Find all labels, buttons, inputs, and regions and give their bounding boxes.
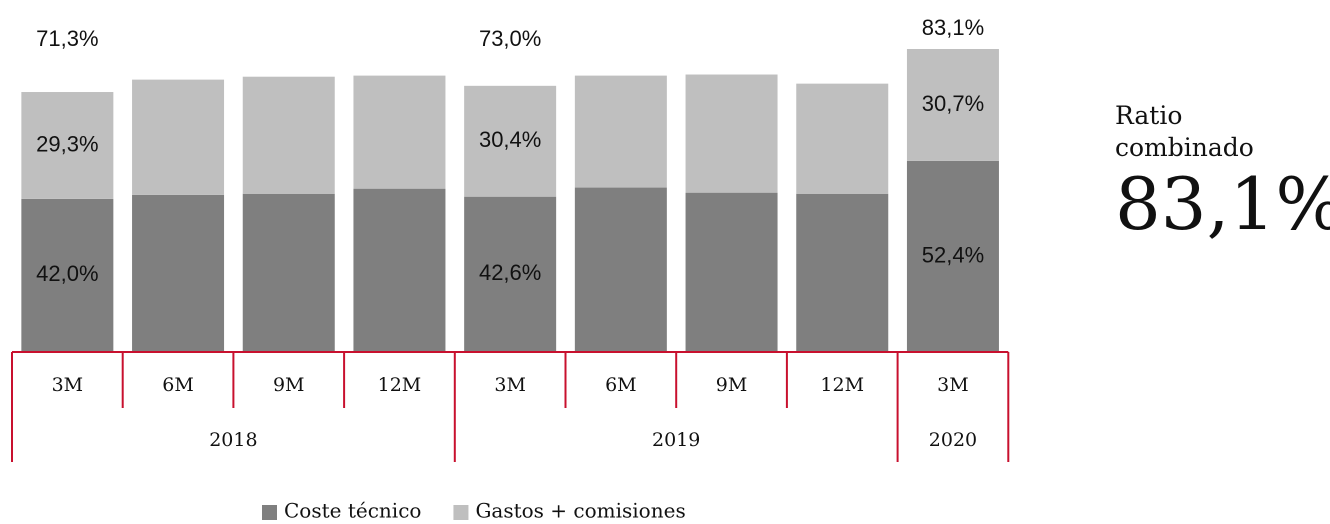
bar-segment <box>353 75 446 189</box>
x-tick-label: 9M <box>716 374 748 396</box>
bar-segment <box>353 188 446 352</box>
x-tick-label: 3M <box>494 374 526 396</box>
x-tick-label: 9M <box>273 374 305 396</box>
group-label: 2019 <box>652 429 700 451</box>
bar-segment <box>574 187 667 352</box>
bar-segment <box>685 74 778 193</box>
bar-segment <box>906 160 999 352</box>
group-label: 2020 <box>929 429 977 451</box>
bar-segment <box>132 79 225 195</box>
bar-segment <box>242 76 335 194</box>
data-label: 42,6% <box>479 260 541 285</box>
data-label: 42,0% <box>36 261 98 286</box>
total-label: 83,1% <box>922 15 984 40</box>
bar-segment <box>685 192 778 352</box>
x-tick-label: 6M <box>162 374 194 396</box>
kpi-value: 83,1% <box>1115 162 1330 246</box>
kpi-label: Ratio combinado <box>1115 101 1254 162</box>
bar-segment <box>574 75 667 188</box>
bar-segment <box>21 198 114 352</box>
total-label: 73,0% <box>479 26 541 51</box>
bar-segment <box>464 196 557 352</box>
bar-segment <box>796 193 889 352</box>
total-label: 71,3% <box>36 26 98 51</box>
bar-segment <box>464 85 557 197</box>
x-tick-label: 3M <box>52 374 84 396</box>
legend-label: Gastos + comisiones <box>475 499 685 523</box>
chart: 42,0% 29,3% 71,3% 42,6% 30,4% 73,0% 52,4% 30,7%… <box>11 15 1010 523</box>
legend-swatch <box>262 505 277 520</box>
x-tick-label: 6M <box>605 374 637 396</box>
bar-segment <box>21 92 114 199</box>
bar-segment <box>132 194 225 352</box>
x-tick-label: 12M <box>378 374 422 396</box>
data-label: 30,4% <box>479 127 541 152</box>
bar-segment <box>906 49 999 161</box>
kpi: Ratio combinado 83,1% <box>1115 100 1330 246</box>
data-label: 30,7% <box>922 91 984 116</box>
data-label: 29,3% <box>36 131 98 156</box>
x-tick-label: 3M <box>937 374 969 396</box>
legend-swatch <box>453 505 469 520</box>
group-label: 2018 <box>209 429 257 451</box>
bar-segment <box>796 83 889 194</box>
bar-segment <box>242 193 335 352</box>
data-label: 52,4% <box>922 242 984 267</box>
x-tick-label: 12M <box>820 374 864 396</box>
legend-label: Coste técnico <box>284 499 421 523</box>
